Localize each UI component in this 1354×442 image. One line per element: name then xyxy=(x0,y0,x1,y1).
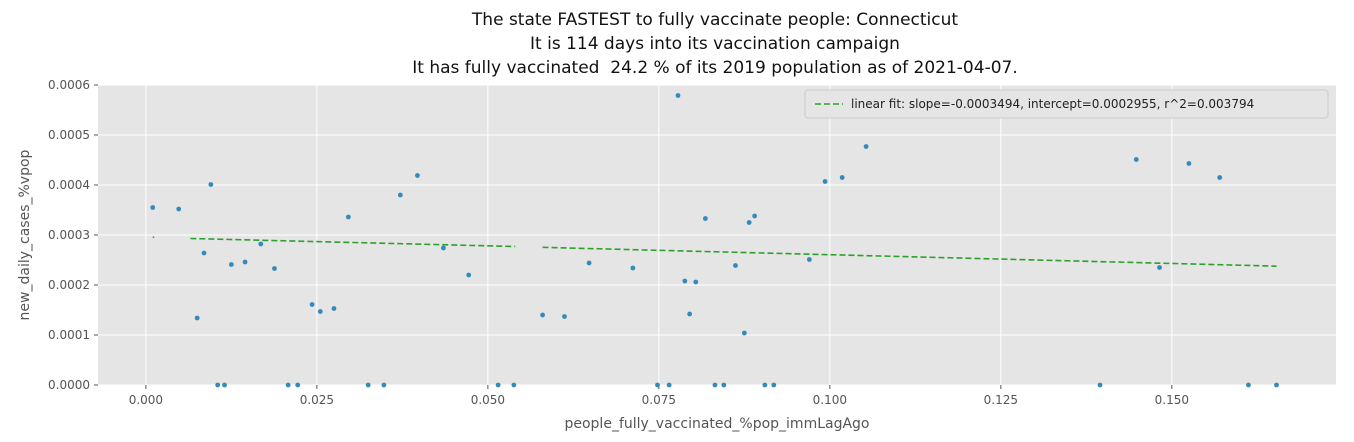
data-point xyxy=(666,382,672,388)
fit-line-segment xyxy=(190,237,516,248)
x-tick-label: 0.025 xyxy=(300,393,334,407)
data-point xyxy=(675,93,681,98)
data-point xyxy=(242,259,248,265)
data-point xyxy=(741,330,747,336)
axis-ticks: 0.000 0.025 0.050 0.075 0.100 0.125 0.150 0.000… xyxy=(48,78,1189,407)
data-point xyxy=(345,214,351,220)
data-point xyxy=(1246,382,1251,388)
data-point xyxy=(752,213,758,219)
data-point xyxy=(150,205,156,210)
data-point xyxy=(822,179,828,184)
data-point xyxy=(721,382,727,388)
data-point xyxy=(630,265,636,271)
data-point xyxy=(655,382,660,388)
y-axis-label: new_daily_cases_%vpop xyxy=(17,149,33,320)
x-tick-label: 0.100 xyxy=(813,393,847,407)
data-point xyxy=(863,144,869,149)
y-tick-label: 0.0006 xyxy=(48,78,90,92)
data-point xyxy=(215,382,221,388)
data-point xyxy=(331,306,337,311)
data-point xyxy=(682,278,688,284)
data-point xyxy=(771,382,777,388)
data-point xyxy=(1274,382,1279,388)
data-point xyxy=(201,250,207,256)
data-point xyxy=(1097,382,1103,388)
y-tick-label: 0.0000 xyxy=(48,378,90,392)
legend-label: linear fit: slope=-0.0003494, intercept=… xyxy=(851,97,1254,111)
data-point xyxy=(687,311,693,317)
data-point xyxy=(194,315,200,321)
data-point xyxy=(702,216,708,221)
data-point xyxy=(317,309,323,314)
y-tick-label: 0.0001 xyxy=(48,328,90,342)
data-point xyxy=(258,241,264,247)
data-point xyxy=(540,312,545,318)
data-point xyxy=(712,382,718,388)
data-point xyxy=(365,382,371,388)
data-point xyxy=(495,382,501,388)
data-point xyxy=(839,175,845,180)
data-point xyxy=(586,260,592,266)
x-tick-label: 0.150 xyxy=(1155,393,1189,407)
data-point xyxy=(285,382,291,388)
data-point xyxy=(693,279,699,285)
chart-title-line-1: The state FASTEST to fully vaccinate peo… xyxy=(471,10,959,30)
fit-line xyxy=(152,236,1277,267)
x-tick-label: 0.125 xyxy=(984,393,1018,407)
data-points xyxy=(150,93,1279,388)
data-point xyxy=(1157,265,1162,270)
data-point xyxy=(295,382,301,388)
data-point xyxy=(1133,157,1139,162)
y-tick-label: 0.0002 xyxy=(48,278,90,292)
chart-title-line-3: It has fully vaccinated 24.2 % of its 20… xyxy=(412,58,1018,78)
data-point xyxy=(466,272,472,278)
data-point xyxy=(762,382,768,388)
data-point xyxy=(1217,175,1223,180)
y-tick-label: 0.0005 xyxy=(48,128,90,142)
x-axis-label: people_fully_vaccinated_%pop_immLagAgo xyxy=(564,416,869,432)
data-point xyxy=(272,266,277,271)
data-point xyxy=(397,192,403,198)
fit-line-segment xyxy=(542,246,1277,267)
data-point xyxy=(415,173,420,178)
data-point xyxy=(562,314,567,319)
data-point xyxy=(222,382,227,388)
data-point xyxy=(228,262,234,267)
y-tick-label: 0.0004 xyxy=(48,178,90,192)
data-point xyxy=(746,220,752,225)
data-point xyxy=(441,245,446,251)
data-point xyxy=(176,206,182,212)
legend: linear fit: slope=-0.0003494, intercept=… xyxy=(804,89,1329,119)
x-tick-label: 0.000 xyxy=(129,393,163,407)
legend-box xyxy=(804,89,1329,119)
data-point xyxy=(381,382,387,388)
y-tick-label: 0.0003 xyxy=(48,228,90,242)
x-tick-label: 0.075 xyxy=(642,393,676,407)
data-point xyxy=(1186,161,1192,166)
chart-title-line-2: It is 114 days into its vaccination camp… xyxy=(530,34,900,54)
data-point xyxy=(309,302,315,307)
data-point xyxy=(733,263,738,268)
data-point xyxy=(208,182,214,187)
data-point xyxy=(806,257,812,262)
x-tick-label: 0.050 xyxy=(471,393,505,407)
data-point xyxy=(511,382,517,388)
